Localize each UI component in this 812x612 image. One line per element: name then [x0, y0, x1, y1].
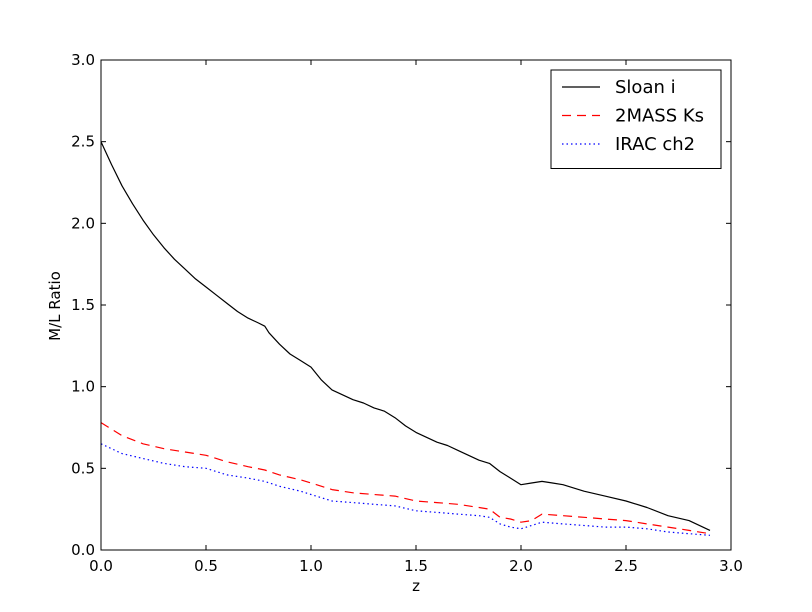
- x-tick-label: 1.0: [299, 557, 323, 575]
- x-axis-label: z: [412, 577, 420, 595]
- legend-label: Sloan i: [615, 77, 676, 98]
- y-tick-label: 2.0: [71, 214, 95, 232]
- y-tick-label: 1.5: [71, 296, 95, 314]
- series-line-sloan-i: [100, 141, 711, 531]
- legend: Sloan i 2MASS Ks IRAC ch2: [550, 69, 722, 169]
- x-tick-label: 2.0: [509, 557, 533, 575]
- axes-frame: [100, 59, 732, 551]
- x-tick-label: 1.5: [404, 557, 428, 575]
- y-tick-label: 2.5: [71, 133, 95, 151]
- x-tick-label: 0.0: [89, 557, 113, 575]
- legend-label: IRAC ch2: [615, 134, 695, 155]
- y-tick-label: 3.0: [71, 51, 95, 69]
- ticks-layer: 0.0 0.5 1.0 1.5 2.0 2.5 3.0 0.0 0.5 1.0 1.5 2.0 2.5 3…: [71, 51, 743, 575]
- x-tick-label: 3.0: [719, 557, 743, 575]
- series-layer: [100, 141, 711, 536]
- y-tick-label: 0.0: [71, 541, 95, 559]
- x-tick-label: 0.5: [194, 557, 218, 575]
- series-line-2mass-ks: [100, 422, 711, 535]
- y-tick-label: 0.5: [71, 459, 95, 477]
- y-axis-label: M/L Ratio: [46, 271, 64, 341]
- x-tick-label: 2.5: [614, 557, 638, 575]
- legend-label: 2MASS Ks: [615, 106, 704, 127]
- series-line-irac-ch2: [100, 443, 711, 536]
- y-tick-label: 1.0: [71, 378, 95, 396]
